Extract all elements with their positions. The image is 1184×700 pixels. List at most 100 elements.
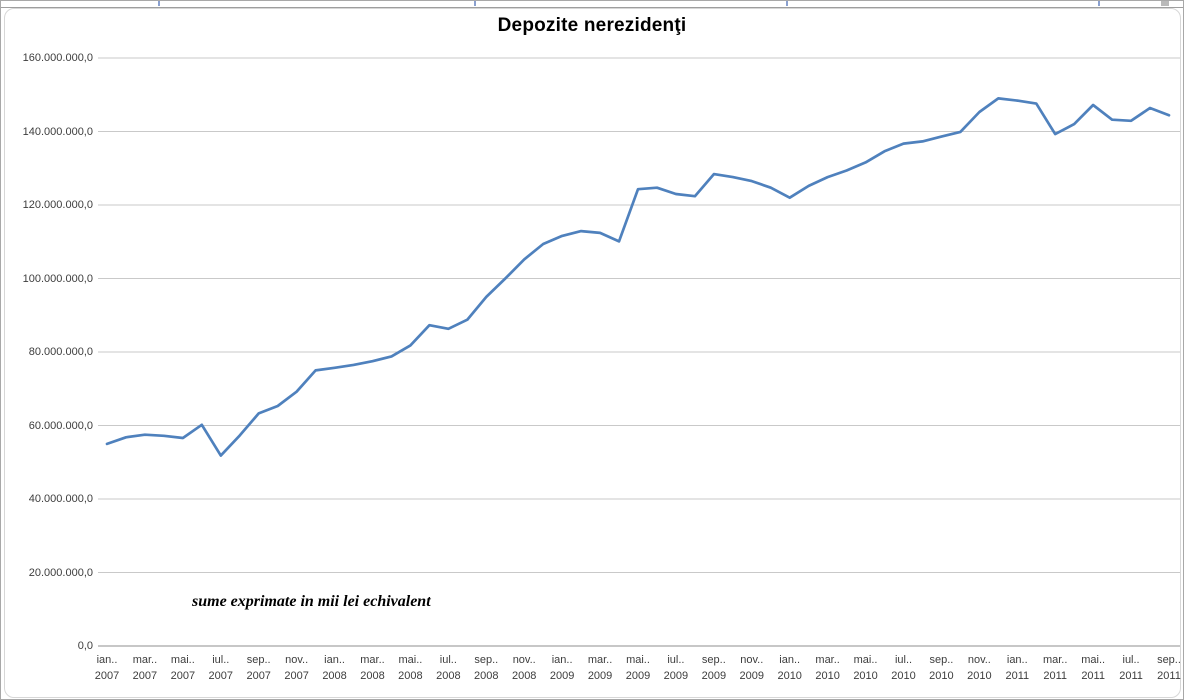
x-axis-label-year: 2010 (777, 670, 802, 682)
x-axis-label-year: 2007 (246, 670, 271, 682)
x-axis-label: mai.. 2009 (615, 652, 661, 684)
x-axis-label: mar.. 2009 (577, 652, 623, 684)
x-axis-label-year: 2009 (549, 670, 575, 682)
x-axis-label-month: mai.. (398, 654, 423, 666)
y-axis-label: 0,0 (77, 640, 93, 652)
x-axis-label-month: mai.. (1081, 654, 1106, 666)
x-axis-label-year: 2008 (474, 670, 499, 682)
x-axis-label-year: 2009 (587, 670, 613, 682)
x-axis-label: ian.. 2008 (312, 652, 358, 684)
x-axis-label: sep.. 2007 (236, 652, 282, 684)
x-axis-label-month: mai.. (853, 654, 878, 666)
x-axis-label-month: mar.. (1042, 654, 1068, 666)
x-axis-label-month: mar.. (132, 654, 158, 666)
x-axis-label-month: nov.. (512, 654, 536, 666)
x-axis-label-year: 2007 (170, 670, 196, 682)
x-axis-label-month: sep.. (701, 654, 726, 666)
x-axis-label-year: 2008 (360, 670, 385, 682)
x-axis-label-month: nov.. (967, 654, 991, 666)
x-axis-label-month: nov.. (740, 654, 764, 666)
x-axis-label-month: mar.. (360, 654, 385, 666)
x-axis-label-year: 2011 (1157, 670, 1181, 682)
y-axis-label: 160.000.000,0 (22, 52, 93, 64)
y-axis-label: 140.000.000,0 (22, 125, 93, 138)
x-axis-label-month: mai.. (626, 654, 650, 666)
x-axis-label-month: ian.. (1006, 654, 1028, 666)
x-axis-label-month: nov.. (285, 654, 309, 666)
x-axis-label-year: 2011 (1081, 670, 1105, 682)
x-axis-label: iul.. 2009 (653, 652, 699, 684)
x-axis-label-month: sep.. (929, 654, 954, 666)
x-axis-label-year: 2011 (1043, 670, 1068, 682)
x-axis-label: mai.. 2007 (160, 652, 206, 684)
x-axis-label: mar.. 2007 (122, 652, 168, 684)
x-axis-label-year: 2010 (891, 670, 916, 682)
x-axis-label-year: 2010 (967, 670, 992, 682)
x-axis-label-month: ian.. (551, 654, 573, 666)
y-axis-label: 60.000.000,0 (28, 419, 93, 432)
x-axis-label-month: iul.. (439, 654, 457, 666)
cell-divider (1161, 1, 1169, 6)
cell-divider (158, 1, 160, 6)
x-axis-label: nov.. 2008 (501, 652, 547, 684)
x-axis-label-year: 2010 (929, 670, 954, 682)
x-axis-label-year: 2007 (284, 670, 309, 682)
x-axis-label-month: mar.. (815, 654, 840, 666)
x-axis-label: sep.. 2010 (918, 652, 964, 684)
x-axis-label-year: 2009 (739, 670, 765, 682)
x-axis-label: mai.. 2008 (387, 652, 433, 684)
x-axis-label-year: 2008 (322, 670, 347, 682)
x-axis-label-year: 2007 (94, 670, 120, 682)
y-axis-label: 40.000.000,0 (28, 493, 93, 505)
x-axis-label-year: 2010 (815, 670, 840, 682)
x-axis-label-year: 2009 (663, 670, 689, 682)
chart-frame[interactable] (4, 8, 1181, 698)
y-axis-label: 100.000.000,0 (22, 272, 93, 285)
cell-divider (474, 1, 476, 6)
x-axis-label: mar.. 2010 (805, 652, 851, 684)
x-axis-label-year: 2011 (1005, 670, 1030, 682)
chart-annotation: sume exprimate in mii lei echivalent (192, 593, 431, 610)
chart-title: Depozite nerezidenţi (497, 15, 687, 36)
x-axis-label: iul.. 2010 (881, 652, 927, 684)
spreadsheet-row-sliver (1, 1, 1183, 8)
x-axis-label-month: iul.. (667, 654, 685, 666)
x-axis-label-month: iul.. (212, 654, 230, 666)
x-axis-label: nov.. 2009 (729, 652, 775, 684)
y-axis-label: 80.000.000,0 (28, 346, 93, 358)
x-axis-label-year: 2008 (436, 670, 461, 682)
x-axis-label: nov.. 2010 (956, 652, 1002, 684)
x-axis-label: iul.. 2008 (425, 652, 471, 684)
x-axis-label-year: 2007 (208, 670, 234, 682)
x-axis-label-month: ian.. (96, 654, 118, 666)
x-axis-label: mai.. 2011 (1070, 652, 1116, 684)
x-axis-label: mai.. 2010 (843, 652, 889, 684)
x-axis-label: ian.. 2007 (84, 652, 130, 684)
y-axis-label: 120.000.000,0 (22, 199, 93, 211)
x-axis-label-month: mar.. (587, 654, 613, 666)
cell-divider (786, 1, 788, 6)
x-axis-label: sep.. 2009 (691, 652, 737, 684)
x-axis-label: mar.. 2008 (350, 652, 396, 684)
x-axis-label-month: sep.. (1157, 654, 1181, 666)
x-axis-label-year: 2008 (511, 670, 537, 682)
x-axis-label-month: mai.. (170, 654, 195, 666)
deposits-line (105, 97, 1171, 457)
x-axis-label-month: iul.. (894, 654, 913, 666)
x-axis-labels: ian.. 2007 mar.. 2007 mai.. 2007 iul.. 2007 sep.… (1, 652, 1183, 692)
x-axis-label-year: 2009 (701, 670, 727, 682)
x-axis-label-month: iul.. (1122, 654, 1140, 666)
x-axis-label: sep.. 2011 (1146, 652, 1184, 684)
y-axis-labels: 0,0 20.000.000,0 40.000.000,0 60.000.000,0 8… (1, 1, 101, 700)
x-axis-label: mar.. 2011 (1032, 652, 1078, 684)
x-axis-label-year: 2010 (853, 670, 878, 682)
x-axis-label: ian.. 2011 (994, 652, 1040, 684)
cell-divider (1098, 1, 1100, 6)
x-axis-label-month: sep.. (246, 654, 271, 666)
x-axis-label: nov.. 2007 (274, 652, 320, 684)
x-axis-label: iul.. 2007 (198, 652, 244, 684)
x-axis-label-year: 2009 (625, 670, 651, 682)
x-axis-label-year: 2011 (1119, 670, 1143, 682)
